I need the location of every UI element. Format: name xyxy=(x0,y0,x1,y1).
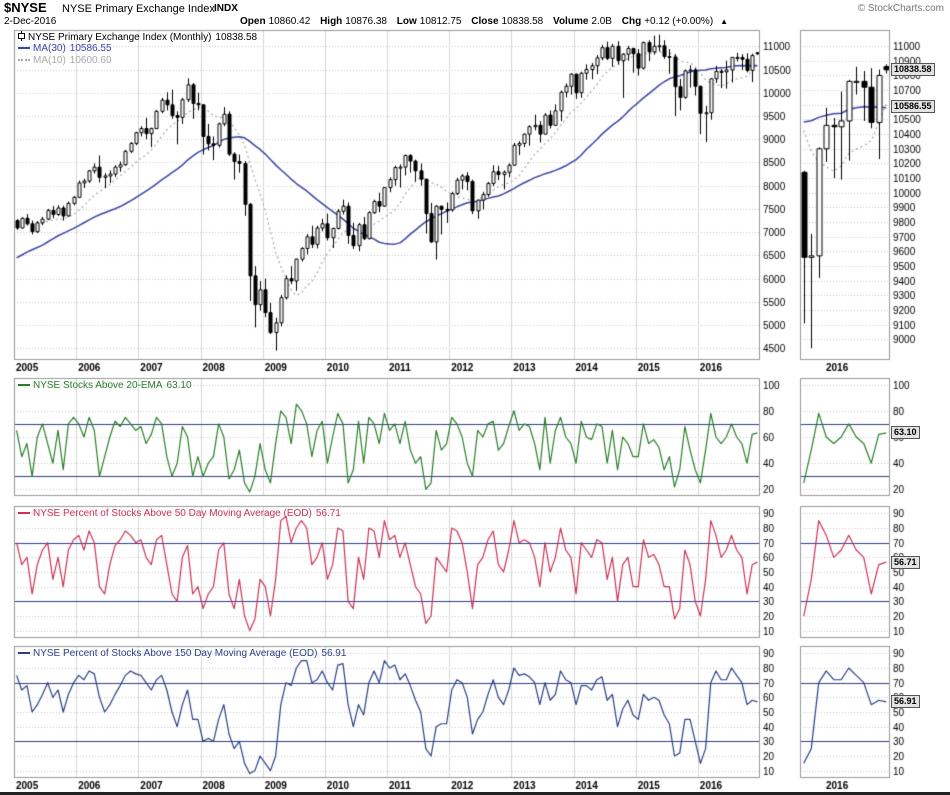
pct50-value: 56.71 xyxy=(315,508,341,519)
last-price-marker: 10838.58 xyxy=(891,63,935,77)
ema20-title: NYSE Stocks Above 20-EMA xyxy=(33,380,163,391)
chg-label: Chg xyxy=(621,16,642,27)
pct150-value: 56.91 xyxy=(321,648,347,659)
price-legend-title: NYSE Primary Exchange Index (Monthly) xyxy=(28,32,212,43)
ticker-symbol: $NYSE xyxy=(4,0,47,15)
index-name: NYSE Primary Exchange Index xyxy=(62,3,215,15)
high-value: 10876.38 xyxy=(345,16,387,27)
pct150-last-marker: 56.91 xyxy=(891,695,920,709)
open-value: 10860.42 xyxy=(268,16,311,27)
pct50-title: NYSE Percent of Stocks Above 50 Day Movi… xyxy=(33,508,312,519)
ma10-label: MA(10) xyxy=(33,55,66,66)
up-arrow-icon: ▲ xyxy=(720,17,729,26)
chart-date: 2-Dec-2016 xyxy=(4,16,57,27)
volume-label: Volume xyxy=(553,16,589,27)
ema20-value: 63.10 xyxy=(166,380,192,391)
pct150-line-icon xyxy=(18,652,30,655)
high-label: High xyxy=(320,16,343,27)
open-label: Open xyxy=(240,16,266,27)
ema20-line-icon xyxy=(18,384,30,387)
price-legend-value: 10838.58 xyxy=(215,32,258,43)
copyright: © StockCharts.com xyxy=(857,3,944,14)
pct150-legend: NYSE Percent of Stocks Above 150 Day Mov… xyxy=(18,648,346,659)
ma30-value: 10586.55 xyxy=(69,43,112,54)
close-label: Close xyxy=(471,16,499,27)
ma30-price-marker: 10586.55 xyxy=(891,100,935,114)
ma30-label: MA(30) xyxy=(33,43,66,54)
pct50-legend: NYSE Percent of Stocks Above 50 Day Movi… xyxy=(18,508,341,519)
ema20-legend: NYSE Stocks Above 20-EMA 63.10 xyxy=(18,380,192,391)
low-value: 10812.75 xyxy=(419,16,462,27)
ma30-line-icon xyxy=(18,47,30,50)
chg-value: +0.12 (+0.00%) xyxy=(644,16,714,27)
pct50-last-marker: 56.71 xyxy=(891,555,920,569)
exchange-code: INDX xyxy=(214,3,238,14)
ma10-value: 10600.60 xyxy=(69,55,112,66)
pct150-title: NYSE Percent of Stocks Above 150 Day Mov… xyxy=(33,648,318,659)
close-value: 10838.58 xyxy=(501,16,544,27)
low-label: Low xyxy=(396,16,417,27)
price-legend: NYSE Primary Exchange Index (Monthly) 108… xyxy=(18,31,257,67)
ema20-last-marker: 63.10 xyxy=(891,426,920,440)
quote-line: Open 10860.42 High 10876.38 Low 10812.75 Cl… xyxy=(240,16,728,27)
bottom-bar xyxy=(0,792,950,795)
pct50-line-icon xyxy=(18,512,30,515)
candlestick-icon xyxy=(18,31,25,41)
ma10-line-icon xyxy=(18,59,30,62)
volume-value: 2.0B xyxy=(591,16,612,27)
ma30-legend: MA(30) 10586.55 xyxy=(18,43,257,55)
ma10-legend: MA(10) 10600.60 xyxy=(18,55,257,67)
